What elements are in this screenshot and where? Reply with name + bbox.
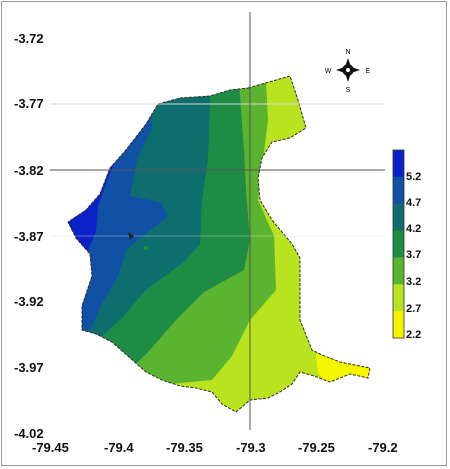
lon-label-79-35: -79.35: [166, 440, 203, 455]
legend-label-4-7: 4.7: [406, 197, 422, 209]
legend-colorbar: [393, 150, 404, 339]
terrain-feature: [128, 232, 134, 240]
compass-rose-icon: [336, 58, 360, 82]
legend-label-2-2: 2.2: [406, 329, 422, 341]
lon-label-79-2: -79.2: [368, 440, 398, 455]
legend-swatch-2-2: [393, 311, 404, 339]
lat-label-3-92: -3.92: [14, 294, 44, 309]
legend-label-5-2: 5.2: [406, 171, 422, 183]
lat-label-3-87: -3.87: [14, 229, 44, 244]
lon-label-79-45: -79.45: [32, 440, 69, 455]
legend-label-3-2: 3.2: [406, 276, 422, 288]
legend-label-4-2: 4.2: [406, 223, 422, 235]
legend-swatch-4-7: [393, 176, 404, 205]
legend-swatch-4-2: [393, 203, 404, 232]
legend-label-2-7: 2.7: [406, 303, 422, 315]
compass-e: E: [366, 68, 371, 75]
lat-label-3-82: -3.82: [14, 163, 44, 178]
compass-n: N: [345, 49, 350, 56]
compass-w: W: [325, 68, 332, 75]
compass-s: S: [346, 87, 351, 94]
legend-swatch-5-2: [393, 150, 404, 178]
legend-label-3-7: 3.7: [406, 249, 422, 261]
lon-label-79-3: -79.3: [236, 440, 266, 455]
lat-label-3-72: -3.72: [14, 31, 44, 46]
lat-label-3-97: -3.97: [14, 360, 44, 375]
legend-swatch-2-7: [393, 284, 404, 312]
lat-label-3-77: -3.77: [14, 96, 44, 111]
legend-swatch-3-7: [393, 230, 404, 258]
lon-label-79-25: -79.25: [298, 440, 335, 455]
legend-swatch-3-2: [393, 257, 404, 285]
lon-label-79-4: -79.4: [104, 440, 134, 455]
legend-colorbar-outline: [392, 149, 405, 339]
lat-label-4-02: -4.02: [14, 426, 44, 441]
lake-marker: [144, 246, 148, 250]
